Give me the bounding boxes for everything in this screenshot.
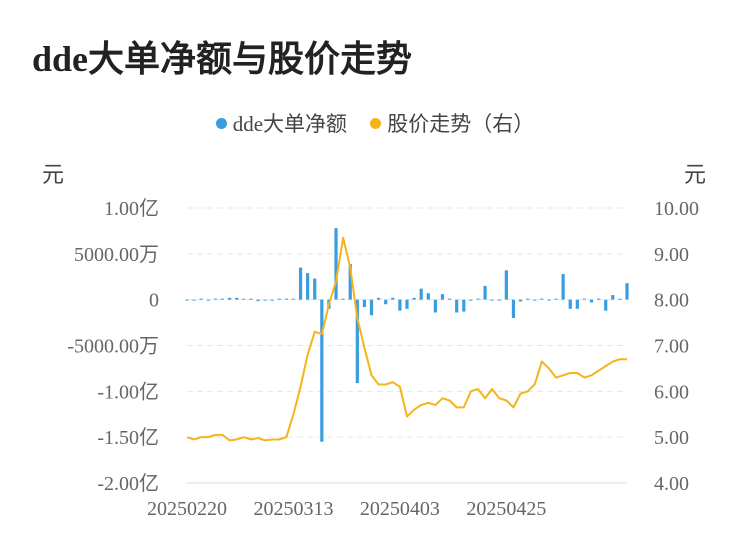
bar bbox=[320, 299, 324, 442]
line-series bbox=[186, 236, 627, 442]
bar bbox=[518, 299, 523, 302]
bar bbox=[597, 298, 601, 300]
chart-title: dde大单净额与股价走势 bbox=[32, 39, 413, 79]
y-left-tick-label: 1.00亿 bbox=[104, 197, 159, 220]
bar bbox=[391, 297, 395, 300]
bar bbox=[348, 263, 352, 300]
bar bbox=[270, 299, 274, 301]
bar bbox=[220, 298, 225, 300]
y-left-tick-label: -2.00亿 bbox=[97, 472, 159, 495]
bar bbox=[604, 299, 608, 311]
bar bbox=[256, 299, 260, 302]
bar bbox=[306, 273, 310, 300]
bar bbox=[462, 299, 466, 312]
x-tick-label: 20250403 bbox=[360, 498, 440, 520]
bar bbox=[362, 299, 367, 307]
bar bbox=[206, 299, 210, 301]
axis-ticks: 1.00亿 5000.00万 0 -5000.00万 -1.00亿 -1.50亿 -2.00… bbox=[67, 197, 699, 520]
bar bbox=[511, 299, 516, 318]
bar bbox=[497, 299, 501, 301]
bar bbox=[440, 294, 445, 300]
bar bbox=[575, 299, 579, 309]
bar bbox=[526, 298, 530, 300]
bar bbox=[554, 298, 558, 300]
legend-dot-price-icon bbox=[370, 118, 382, 129]
legend-label-dde: dde大单净额 bbox=[232, 112, 348, 136]
x-tick-label: 20250220 bbox=[147, 498, 227, 520]
x-tick-label: 20250313 bbox=[253, 498, 333, 520]
y-left-tick-label: -1.00亿 bbox=[97, 380, 159, 403]
bar bbox=[192, 299, 196, 301]
bar bbox=[334, 228, 338, 300]
bar bbox=[377, 297, 381, 300]
bar bbox=[561, 274, 565, 300]
bar bbox=[284, 298, 288, 300]
bar bbox=[490, 299, 494, 301]
bar bbox=[185, 299, 189, 301]
bar bbox=[263, 299, 267, 301]
y-left-tick-label: -1.50亿 bbox=[97, 426, 159, 449]
grid-layer bbox=[187, 207, 627, 484]
x-tick-label: 20250425 bbox=[466, 498, 546, 520]
bar bbox=[405, 299, 409, 309]
y-right-tick-label: 10.00 bbox=[654, 198, 699, 220]
bar bbox=[504, 270, 508, 300]
bar bbox=[568, 299, 572, 309]
left-axis-unit: 元 bbox=[42, 162, 65, 187]
bar bbox=[618, 298, 622, 300]
y-right-tick-label: 5.00 bbox=[654, 427, 689, 449]
bar bbox=[277, 298, 281, 300]
bar bbox=[412, 297, 416, 300]
bar bbox=[384, 299, 388, 305]
bar bbox=[313, 278, 317, 300]
bar bbox=[242, 298, 246, 300]
bar bbox=[433, 299, 437, 313]
bar bbox=[469, 299, 473, 301]
y-right-tick-label: 4.00 bbox=[654, 473, 689, 495]
bar bbox=[291, 298, 296, 300]
bar bbox=[235, 297, 239, 300]
bar bbox=[199, 298, 203, 300]
y-right-tick-label: 8.00 bbox=[654, 290, 689, 312]
chart-legend[interactable]: dde大单净额 股价走势（右） bbox=[0, 108, 750, 138]
bar bbox=[227, 297, 232, 300]
legend-item-price[interactable]: 股价走势（右） bbox=[370, 108, 534, 138]
bar bbox=[355, 299, 359, 384]
bar bbox=[419, 288, 423, 300]
y-left-tick-label: 0 bbox=[149, 290, 159, 312]
bar-series bbox=[185, 228, 629, 442]
legend-label-price: 股价走势（右） bbox=[387, 112, 535, 136]
bar bbox=[625, 283, 629, 300]
bar bbox=[341, 298, 345, 300]
bar bbox=[249, 298, 253, 300]
right-axis-unit: 元 bbox=[684, 162, 707, 187]
bar bbox=[447, 298, 452, 300]
bar bbox=[533, 299, 537, 301]
y-left-tick-label: 5000.00万 bbox=[74, 244, 159, 266]
bar bbox=[213, 298, 217, 300]
bar bbox=[426, 293, 430, 300]
legend-dot-dde-icon bbox=[215, 118, 227, 129]
bar bbox=[476, 298, 480, 300]
y-left-tick-label: -5000.00万 bbox=[67, 336, 159, 358]
bar bbox=[298, 267, 303, 300]
bar bbox=[547, 299, 551, 301]
bar bbox=[611, 295, 615, 300]
legend-item-dde[interactable]: dde大单净额 bbox=[215, 108, 348, 138]
bar bbox=[589, 299, 594, 303]
bar bbox=[455, 299, 459, 313]
y-right-tick-label: 6.00 bbox=[654, 381, 689, 403]
bar bbox=[369, 299, 374, 316]
y-right-tick-label: 9.00 bbox=[654, 244, 689, 266]
y-right-tick-label: 7.00 bbox=[654, 336, 689, 358]
bar bbox=[582, 298, 587, 300]
bar bbox=[540, 298, 544, 300]
price-line bbox=[186, 236, 627, 442]
bar bbox=[398, 299, 402, 311]
bar bbox=[483, 285, 487, 300]
